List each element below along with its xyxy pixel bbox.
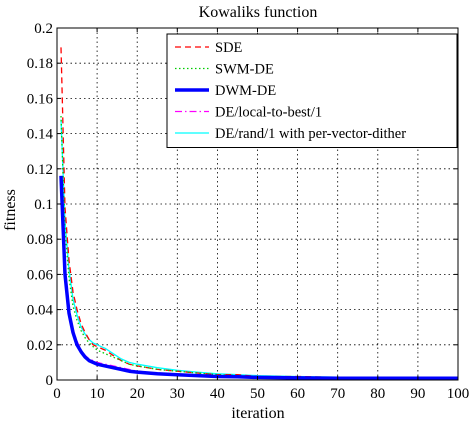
legend-label: DWM-DE: [215, 83, 276, 99]
y-tick-label: 0.16: [27, 91, 54, 107]
y-tick-label: 0.04: [27, 303, 54, 319]
x-tick-label: 10: [90, 386, 105, 402]
series-line-2: [59, 175, 458, 380]
legend-label: SDE: [215, 40, 243, 56]
series-line-4: [60, 119, 458, 379]
y-tick-label: 0.12: [27, 162, 53, 178]
legend-label: SWM-DE: [215, 62, 274, 78]
x-axis-label: iteration: [231, 405, 284, 422]
x-tick-label: 60: [290, 386, 305, 402]
x-tick-label: 70: [330, 386, 345, 402]
x-tick-label: 80: [370, 386, 385, 402]
y-axis-label: fitness: [2, 189, 19, 231]
legend: SDE SWM-DE DWM-DE DE/local-to-best/1 DE/rand…: [166, 33, 458, 148]
legend-box: [166, 33, 458, 148]
y-tick-label: 0.2: [34, 21, 53, 37]
x-tick-label: 40: [210, 386, 225, 402]
ticks: 0 10 20 30 40 50 60 70 80 90 100 0 0.02 0.04 0.06 0.08 0…: [27, 21, 470, 402]
y-tick-label: 0.1: [34, 197, 53, 213]
y-tick-label: 0.18: [27, 56, 53, 72]
x-tick-label: 30: [170, 386, 185, 402]
x-tick-label: 100: [447, 386, 470, 402]
y-tick-label: 0.14: [27, 127, 54, 143]
y-tick-label: 0: [46, 373, 54, 389]
legend-label: DE/local-to-best/1: [215, 105, 322, 121]
y-tick-label: 0.06: [27, 267, 54, 283]
chart-title: Kowaliks function: [199, 4, 318, 21]
x-tick-label: 50: [250, 386, 265, 402]
x-tick-label: 90: [410, 386, 425, 402]
x-tick-label: 20: [130, 386, 145, 402]
series-layer: [59, 47, 458, 380]
y-tick-label: 0.08: [27, 232, 53, 248]
series-line-3: [60, 182, 458, 379]
series-line-1: [60, 115, 458, 379]
legend-label: DE/rand/1 with per-vector-dither: [215, 126, 406, 142]
x-tick-label: 0: [53, 386, 61, 402]
y-tick-label: 0.02: [27, 338, 53, 354]
